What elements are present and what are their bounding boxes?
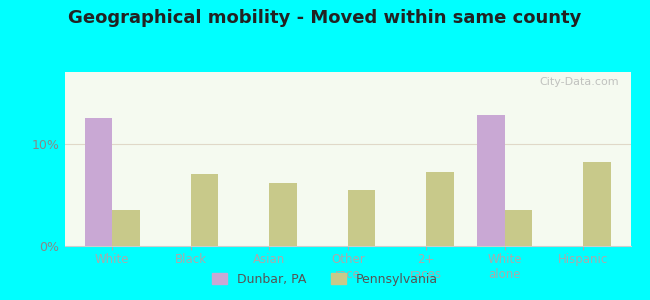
Legend: Dunbar, PA, Pennsylvania: Dunbar, PA, Pennsylvania bbox=[207, 268, 443, 291]
Bar bbox=[84, 118, 112, 246]
Bar bbox=[426, 172, 454, 246]
Bar bbox=[348, 190, 375, 246]
Bar bbox=[269, 182, 296, 246]
Bar bbox=[190, 174, 218, 246]
Bar bbox=[584, 162, 611, 246]
Bar bbox=[112, 210, 140, 246]
Bar bbox=[477, 115, 505, 246]
Text: Geographical mobility - Moved within same county: Geographical mobility - Moved within sam… bbox=[68, 9, 582, 27]
Bar bbox=[505, 210, 532, 246]
Text: City-Data.com: City-Data.com bbox=[540, 77, 619, 87]
